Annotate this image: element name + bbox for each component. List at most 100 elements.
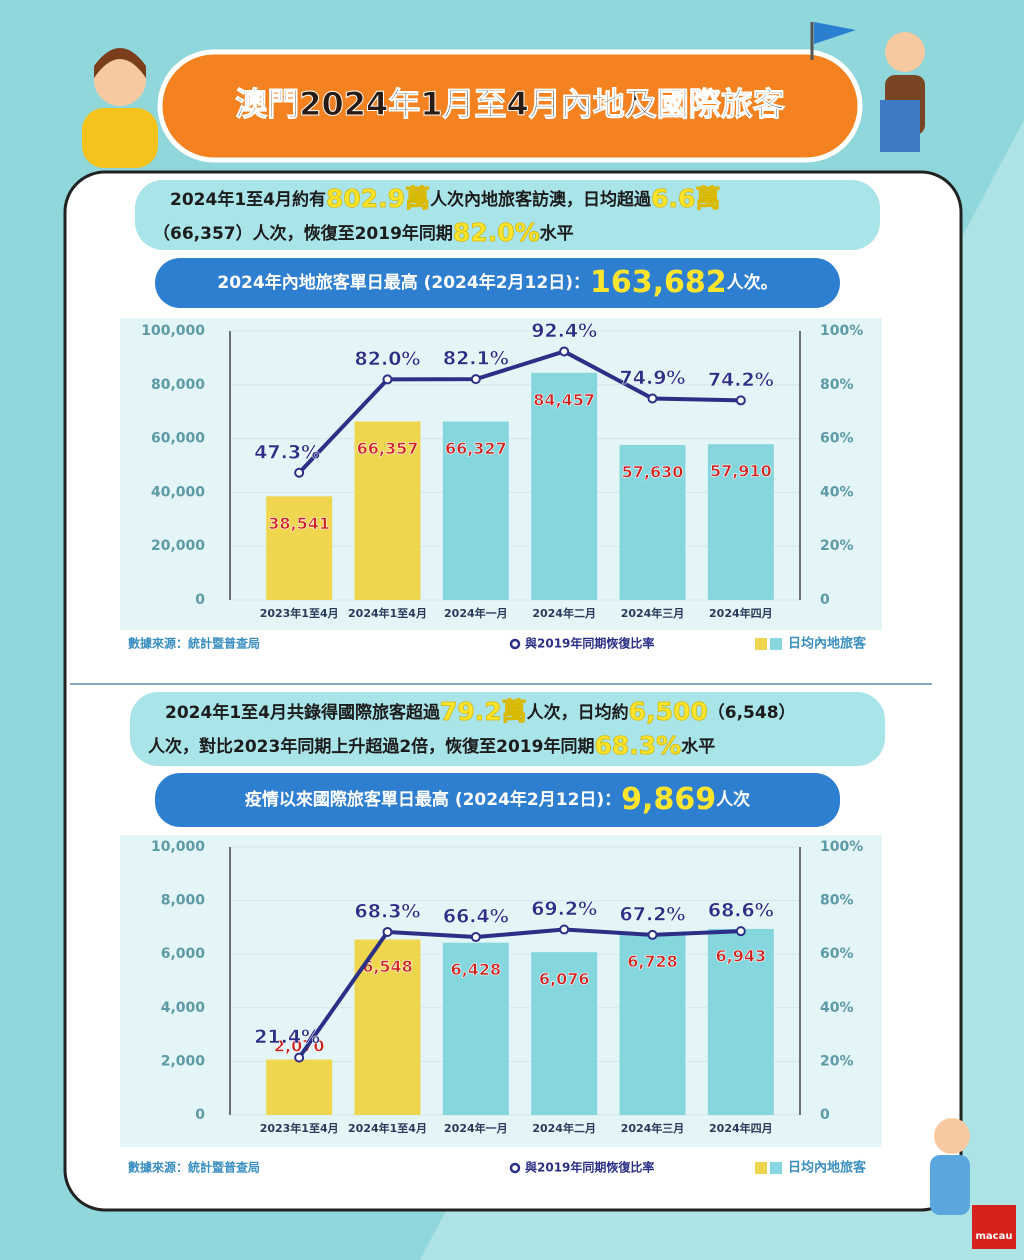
line-point bbox=[382, 374, 393, 385]
legend-marker bbox=[509, 638, 521, 650]
x-tick-label: 2024年四月 bbox=[709, 606, 773, 620]
y2-tick-label: 0 bbox=[820, 592, 830, 608]
bar bbox=[619, 444, 686, 600]
highlight-pill bbox=[155, 258, 840, 308]
y2-tick-label: 100% bbox=[820, 323, 863, 339]
summary-highlight: 6.6萬 bbox=[651, 184, 720, 213]
y2-tick-label: 100% bbox=[820, 839, 863, 855]
y-tick-label: 10,000 bbox=[151, 839, 205, 855]
summary-text: （6,548） bbox=[708, 702, 796, 723]
line-point bbox=[470, 932, 481, 943]
highlight-pill bbox=[155, 773, 840, 827]
y2-tick-label: 40% bbox=[820, 484, 854, 500]
line-label: 82.0% bbox=[355, 348, 421, 370]
line-label: 47.3% bbox=[254, 441, 320, 463]
x-tick-label: 2023年1至4月 bbox=[260, 606, 339, 620]
summary-line: （66,357）人次，恢復至2019年同期82.0%水平 bbox=[153, 218, 574, 247]
legend-label: 日均內地旅客 bbox=[788, 636, 867, 652]
y2-tick-label: 20% bbox=[820, 538, 854, 554]
line-point bbox=[647, 393, 658, 404]
title-banner bbox=[157, 49, 863, 163]
summary-box bbox=[130, 692, 885, 766]
y2-tick-label: 80% bbox=[820, 377, 854, 393]
summary-text: 水平 bbox=[681, 736, 715, 757]
summary-text: 人次內地旅客訪澳，日均超過 bbox=[430, 189, 652, 210]
x-tick-label: 2024年三月 bbox=[621, 606, 685, 620]
summary-highlight: 82.0% bbox=[453, 218, 540, 247]
logo-box bbox=[972, 1205, 1016, 1249]
bar-label: 6,548 bbox=[362, 957, 413, 976]
x-tick-label: 2024年二月 bbox=[532, 1121, 596, 1135]
legend-label: 日均內地旅客 bbox=[788, 1160, 867, 1176]
summary-text: 2024年1至4月約有 bbox=[170, 189, 326, 210]
line-label: 68.3% bbox=[355, 900, 421, 922]
summary-text: 2024年1至4月共錄得國際旅客超過 bbox=[165, 702, 441, 723]
summary-highlight: 68.3% bbox=[594, 731, 681, 760]
line-label: 69.2% bbox=[531, 898, 597, 920]
highlight-text: 疫情以來國際旅客單日最高 (2024年2月12日)： bbox=[245, 789, 621, 810]
y-tick-label: 0 bbox=[195, 1107, 205, 1123]
line bbox=[297, 927, 741, 1059]
bar bbox=[354, 939, 421, 1115]
line-point bbox=[559, 924, 570, 935]
bar bbox=[707, 928, 774, 1115]
bar bbox=[619, 934, 686, 1115]
y2-tick-label: 60% bbox=[820, 431, 854, 447]
source: 數據來源：統計暨普查局 bbox=[128, 1160, 260, 1175]
line-point bbox=[647, 929, 658, 940]
line-point bbox=[382, 926, 393, 937]
bar bbox=[707, 444, 774, 600]
line-label: 74.9% bbox=[620, 367, 686, 389]
summary-highlight: 802.9萬 bbox=[326, 184, 430, 213]
y-tick-label: 40,000 bbox=[151, 484, 205, 500]
highlight-text: 人次。 bbox=[727, 272, 778, 293]
y-tick-label: 80,000 bbox=[151, 377, 205, 393]
legend-label: 與2019年同期恢復比率 bbox=[525, 1160, 654, 1175]
bar bbox=[442, 421, 509, 600]
summary-line: 人次，對比2023年同期上升超過2倍，恢復至2019年同期68.3%水平 bbox=[148, 731, 715, 760]
highlight-line: 疫情以來國際旅客單日最高 (2024年2月12日)：9,869人次 bbox=[245, 782, 750, 817]
summary-text: 人次，日均約 bbox=[527, 702, 629, 723]
y-tick-label: 6,000 bbox=[161, 946, 206, 962]
x-tick-label: 2024年一月 bbox=[444, 606, 508, 620]
bar bbox=[531, 952, 598, 1115]
line-point bbox=[294, 467, 305, 478]
logo: macau bbox=[976, 1231, 1013, 1242]
y-tick-label: 100,000 bbox=[141, 323, 205, 339]
bar bbox=[531, 372, 598, 600]
line-label: 74.2% bbox=[708, 369, 774, 391]
x-tick-label: 2024年1至4月 bbox=[348, 1121, 427, 1135]
bar-label: 6,943 bbox=[716, 946, 767, 965]
bar-label: 57,910 bbox=[710, 462, 772, 481]
y-tick-label: 4,000 bbox=[161, 1000, 206, 1016]
y2-tick-label: 80% bbox=[820, 893, 854, 909]
summary-text: （66,357）人次，恢復至2019年同期 bbox=[153, 223, 453, 244]
summary-line: 2024年1至4月共錄得國際旅客超過79.2萬人次，日均約6,500（6,548… bbox=[165, 697, 796, 726]
line-point bbox=[470, 374, 481, 385]
line-label: 21.4% bbox=[254, 1026, 320, 1048]
legend-swatch bbox=[770, 638, 782, 650]
highlight-text: 2024年內地旅客單日最高 (2024年2月12日)： bbox=[217, 272, 590, 293]
bar-label: 66,357 bbox=[357, 439, 419, 458]
legend-swatch bbox=[770, 1162, 782, 1174]
line bbox=[297, 349, 741, 475]
legend-swatch bbox=[755, 638, 767, 650]
summary-highlight: 6,500 bbox=[629, 697, 708, 726]
summary-highlight: 79.2萬 bbox=[440, 697, 527, 726]
summary-box bbox=[135, 180, 880, 250]
line-label: 82.1% bbox=[443, 348, 509, 370]
highlight-number: 163,682 bbox=[590, 265, 727, 300]
bar bbox=[442, 942, 509, 1115]
bar-label: 38,541 bbox=[268, 514, 330, 533]
x-tick-label: 2024年二月 bbox=[532, 606, 596, 620]
legend-label: 與2019年同期恢復比率 bbox=[525, 636, 654, 651]
bar bbox=[266, 1059, 333, 1115]
x-tick-label: 2024年三月 bbox=[621, 1121, 685, 1135]
line-point bbox=[559, 346, 570, 357]
y2-tick-label: 60% bbox=[820, 946, 854, 962]
summary-text: 人次，對比2023年同期上升超過2倍，恢復至2019年同期 bbox=[148, 736, 594, 757]
y2-tick-label: 0 bbox=[820, 1107, 830, 1123]
y2-tick-label: 20% bbox=[820, 1053, 854, 1069]
y-tick-label: 2,000 bbox=[161, 1053, 206, 1069]
